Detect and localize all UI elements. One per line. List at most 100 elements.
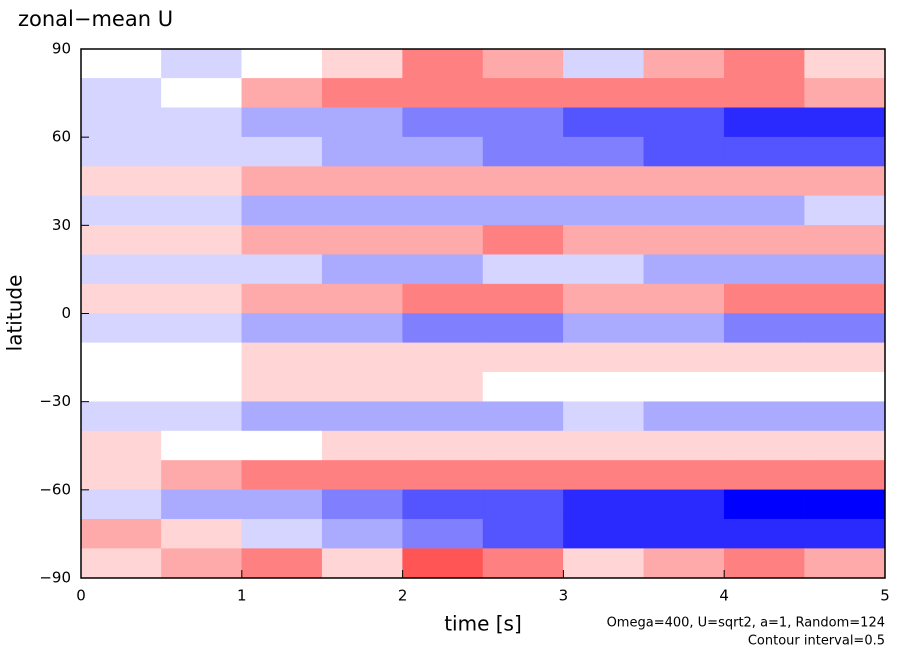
contour-cell [723, 430, 805, 461]
contour-cell [643, 195, 725, 226]
contour-cell [643, 78, 725, 109]
x-tick-label: 4 [719, 587, 729, 605]
contour-cell [241, 313, 323, 344]
contour-cell [161, 548, 243, 579]
x-tick-label: 5 [880, 587, 890, 605]
contour-cell [563, 78, 645, 109]
contour-cell [723, 48, 805, 79]
y-axis-label: latitude [3, 275, 27, 352]
contour-cell [804, 489, 886, 520]
contour-cell [321, 489, 403, 520]
contour-cell [482, 254, 564, 285]
contour-cell [80, 313, 162, 344]
contour-cell [804, 136, 886, 167]
contour-cell [402, 489, 484, 520]
contour-cell [80, 489, 162, 520]
contour-cell [321, 283, 403, 314]
contour-cell [804, 430, 886, 461]
contour-cell [643, 136, 725, 167]
x-tick-label: 0 [76, 587, 86, 605]
contour-cell [161, 107, 243, 138]
contour-cell [563, 342, 645, 373]
y-tick-label: 60 [52, 128, 71, 146]
contour-cell [80, 460, 162, 491]
contour-cell [482, 313, 564, 344]
contour-cell [804, 372, 886, 402]
contour-cell [321, 430, 403, 461]
contour-cell [723, 548, 805, 579]
contour-cell [563, 313, 645, 344]
contour-cell [80, 401, 162, 432]
contour-cell [723, 195, 805, 226]
contour-cell [321, 548, 403, 579]
contour-cell [804, 78, 886, 109]
contour-cell [80, 78, 162, 109]
contour-cell [643, 254, 725, 285]
contour-cell [321, 254, 403, 285]
contour-cell [804, 48, 886, 79]
contour-cell [321, 372, 403, 402]
contour-cell [643, 342, 725, 373]
contour-cell [321, 136, 403, 167]
contour-cell [563, 107, 645, 138]
contour-cell [563, 548, 645, 579]
contour-cell [723, 401, 805, 432]
contour-cell [321, 78, 403, 109]
y-tick-label: −90 [39, 569, 71, 587]
annotation: Omega=400, U=sqrt2, a=1, Random=124 [607, 616, 885, 631]
contour-cell [161, 401, 243, 432]
contour-cell [643, 107, 725, 138]
contour-cell [321, 107, 403, 138]
contour-cell [161, 254, 243, 285]
contour-cell [241, 195, 323, 226]
contour-cell [80, 518, 162, 549]
contour-cell [80, 430, 162, 461]
contour-cell [80, 372, 162, 402]
contour-cell [241, 342, 323, 373]
contour-cell [80, 48, 162, 79]
contour-cell [241, 166, 323, 197]
contour-cell [482, 166, 564, 197]
contour-cell [80, 283, 162, 314]
contour-cell [241, 548, 323, 579]
contour-cell [402, 78, 484, 109]
contour-cell [161, 518, 243, 549]
contour-cell [723, 78, 805, 109]
contour-cell [563, 195, 645, 226]
contour-cell [482, 78, 564, 109]
contour-cell [723, 166, 805, 197]
contour-cell [402, 195, 484, 226]
contour-cell [80, 195, 162, 226]
contour-cell [241, 254, 323, 285]
contour-cell [321, 48, 403, 79]
contour-cell [804, 283, 886, 314]
annotation: Contour interval=0.5 [748, 634, 885, 649]
contour-cell [804, 342, 886, 373]
contour-cell [563, 166, 645, 197]
contour-cell [482, 195, 564, 226]
contour-cell [563, 48, 645, 79]
contour-cell [80, 548, 162, 579]
contour-cell [241, 430, 323, 461]
contour-cell [321, 401, 403, 432]
contour-cell [321, 342, 403, 373]
contour-cell [161, 78, 243, 109]
contour-cell [643, 548, 725, 579]
contour-cell [161, 136, 243, 167]
contour-cell [321, 518, 403, 549]
contour-cell [161, 489, 243, 520]
contour-cell [241, 225, 323, 255]
contour-cell [563, 283, 645, 314]
contour-cell [241, 401, 323, 432]
contour-cell [321, 166, 403, 197]
contour-cell [482, 401, 564, 432]
contour-cell [804, 166, 886, 197]
y-tick-label: −30 [39, 392, 71, 410]
contour-cell [402, 107, 484, 138]
contour-cell [402, 401, 484, 432]
contour-cell [482, 136, 564, 167]
contour-cell [804, 401, 886, 432]
contour-cell [482, 283, 564, 314]
contour-cell [402, 460, 484, 491]
contour-cell [643, 489, 725, 520]
